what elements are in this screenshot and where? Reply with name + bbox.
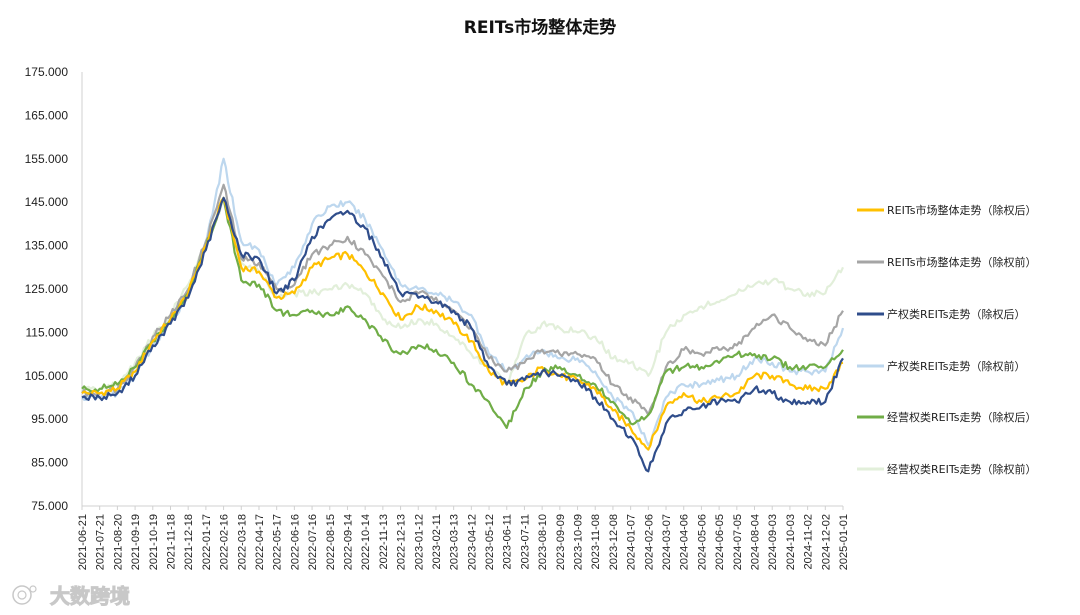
x-tick-label: 2021-06-21 <box>77 514 89 570</box>
plot-area <box>81 157 845 473</box>
watermark-text: 大数跨境 <box>50 584 130 608</box>
y-tick-label: 85.000 <box>31 456 68 470</box>
x-tick-label: 2024-09-03 <box>767 514 779 570</box>
x-tick-label: 2021-08-20 <box>112 514 124 570</box>
x-tick-label: 2023-09-09 <box>555 514 567 570</box>
series-line-2 <box>81 196 844 473</box>
y-tick-label: 75.000 <box>31 499 68 513</box>
series-line-0 <box>81 196 844 451</box>
y-tick-label: 175.000 <box>25 65 69 79</box>
x-tick-label: 2021-12-18 <box>183 514 195 570</box>
x-tick-label: 2022-08-15 <box>325 514 337 570</box>
x-tick-label: 2021-10-19 <box>148 514 160 570</box>
x-tick-label: 2023-04-12 <box>466 514 478 570</box>
y-tick-label: 125.000 <box>25 282 69 296</box>
x-tick-label: 2022-04-17 <box>254 514 266 570</box>
x-tick-label: 2024-01-07 <box>626 514 638 570</box>
x-tick-label: 2022-07-16 <box>307 514 319 570</box>
x-tick-label: 2024-06-05 <box>714 514 726 570</box>
x-tick-label: 2023-06-11 <box>502 514 514 569</box>
x-tick-label: 2024-04-06 <box>679 514 691 570</box>
logo-swirl-icon <box>12 585 37 605</box>
legend-label: 产权类REITs走势（除权后） <box>887 307 1025 321</box>
x-tick-label: 2024-11-02 <box>803 514 815 569</box>
x-tick-label: 2022-12-13 <box>396 514 408 570</box>
x-tick-label: 2023-12-08 <box>608 514 620 570</box>
x-tick-label: 2022-02-16 <box>219 514 231 570</box>
x-tick-label: 2023-01-12 <box>413 514 425 570</box>
x-tick-label: 2024-10-03 <box>785 514 797 570</box>
x-tick-label: 2024-07-05 <box>732 514 744 570</box>
x-tick-label: 2024-03-07 <box>661 514 673 570</box>
x-tick-label: 2023-05-12 <box>484 514 496 570</box>
x-tick-label: 2022-09-14 <box>342 514 354 570</box>
legend-label: 产权类REITs走势（除权前） <box>887 359 1025 373</box>
y-tick-label: 95.000 <box>31 412 68 426</box>
x-tick-label: 2022-05-17 <box>272 514 284 570</box>
x-tick-label: 2021-09-19 <box>130 514 142 570</box>
x-tick-label: 2022-06-16 <box>289 514 301 570</box>
x-tick-label: 2023-11-08 <box>590 514 602 569</box>
series-line-4 <box>81 196 844 429</box>
y-tick-label: 115.000 <box>26 325 69 339</box>
y-axis: 175.000 165.000 155.000 145.000 135.000 125.0… <box>25 65 83 513</box>
x-tick-label: 2023-07-11 <box>519 514 531 569</box>
x-tick-label: 2024-12-02 <box>820 514 832 570</box>
x-tick-label: 2022-01-17 <box>201 514 213 570</box>
x-tick-label: 2024-02-06 <box>643 514 655 570</box>
series-line-5 <box>81 201 845 393</box>
y-tick-label: 135.000 <box>25 239 69 253</box>
x-tick-label: 2023-10-09 <box>573 514 585 570</box>
x-tick-label: 2022-10-14 <box>360 514 372 570</box>
x-tick-label: 2023-03-13 <box>449 514 461 570</box>
y-tick-label: 165.000 <box>25 108 69 122</box>
legend-label: REITs市场整体走势（除权前） <box>887 255 1036 269</box>
series-line-1 <box>81 183 844 416</box>
y-tick-label: 105.000 <box>25 369 69 383</box>
x-tick-label: 2025-01-01 <box>838 514 850 570</box>
x-axis: 2021-06-21 2021-07-21 2021-08-20 2021-09-19… <box>77 505 850 570</box>
x-tick-label: 2023-02-11 <box>431 514 443 569</box>
x-tick-label: 2023-08-10 <box>537 514 549 570</box>
x-tick-label: 2021-11-18 <box>165 514 177 569</box>
x-tick-label: 2024-08-04 <box>750 514 762 570</box>
legend-label: 经营权类REITs走势（除权前） <box>887 462 1036 476</box>
legend-label: REITs市场整体走势（除权后） <box>887 203 1036 217</box>
x-tick-label: 2022-11-13 <box>378 514 390 569</box>
legend: REITs市场整体走势（除权后） REITs市场整体走势（除权前） 产权类REITs… <box>857 203 1036 476</box>
y-tick-label: 145.000 <box>25 195 69 209</box>
series-line-3 <box>81 157 845 447</box>
chart-title: REITs市场整体走势 <box>464 17 617 38</box>
watermark: 大数跨境 <box>12 584 131 609</box>
x-tick-label: 2022-03-18 <box>236 514 248 570</box>
legend-label: 经营权类REITs走势（除权后） <box>887 410 1036 424</box>
y-tick-label: 155.000 <box>25 152 69 166</box>
x-tick-label: 2021-07-21 <box>95 514 107 570</box>
x-tick-label: 2024-05-06 <box>696 514 708 570</box>
